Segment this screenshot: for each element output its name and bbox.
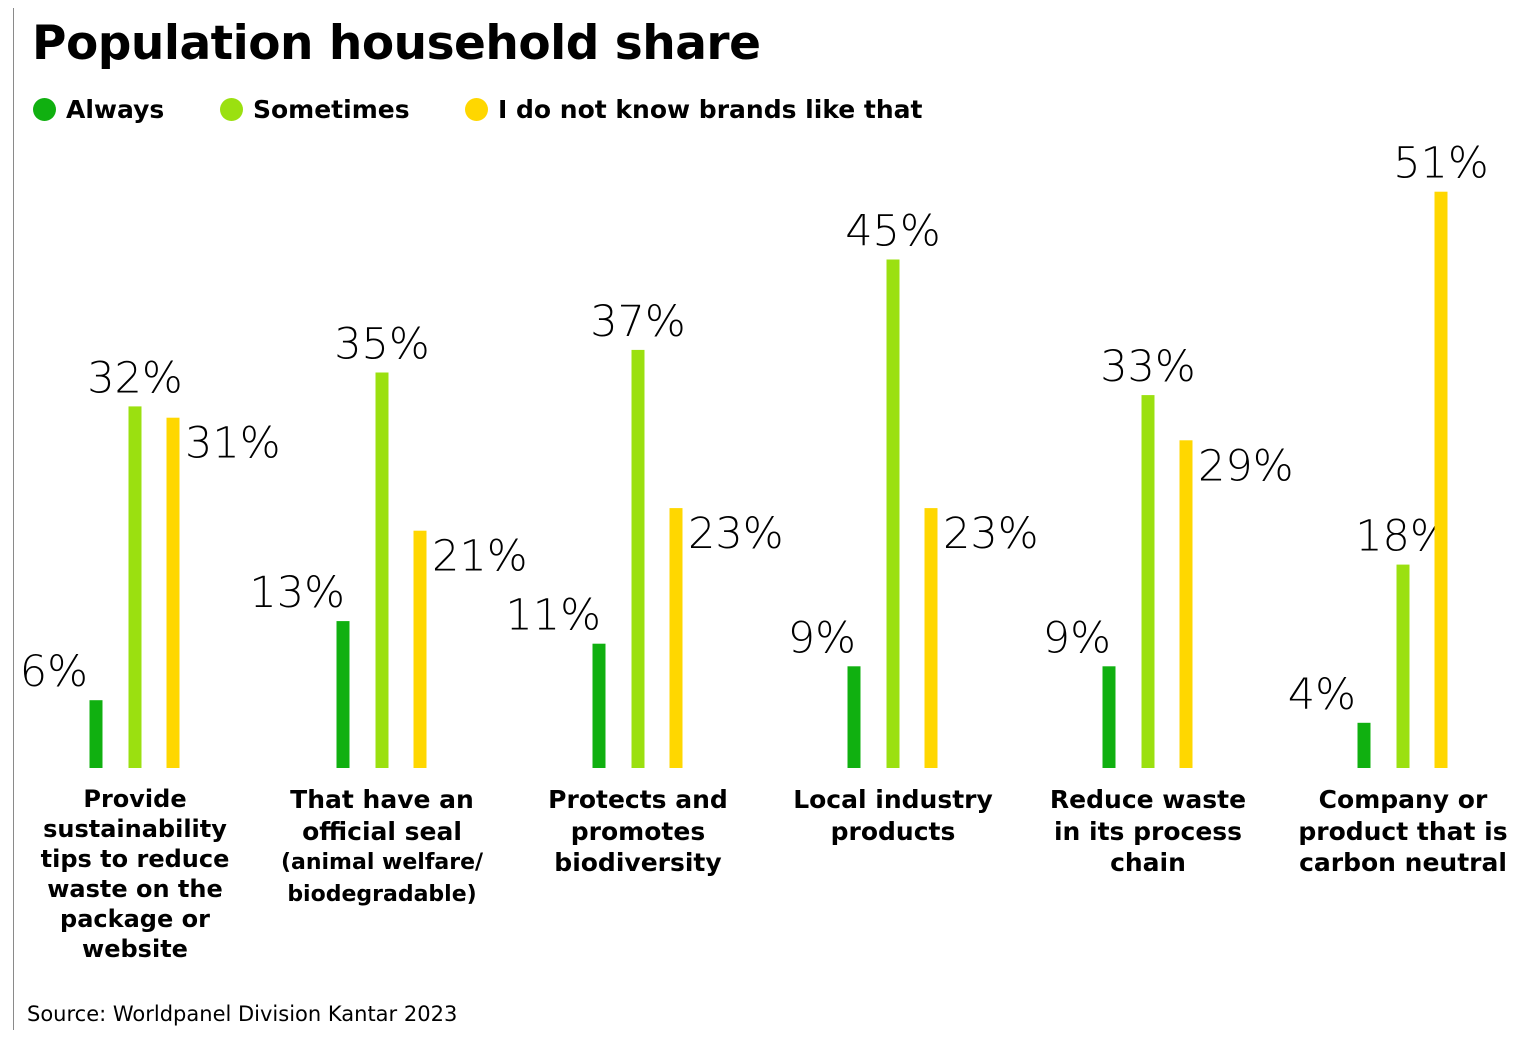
category-label-subline: (animal welfare/ [280, 850, 484, 875]
value-label-always-carbon-neutral: 4% [1288, 670, 1356, 720]
bar-sometimes-reduce-waste [1141, 395, 1155, 768]
bar-sometimes-official-seal [375, 372, 389, 768]
category-label-line: sustainability [43, 815, 227, 843]
category-label-provide-tips: Provide sustainability tips to reduce waste… [5, 784, 265, 964]
category-label-biodiversity: Protects and promotes biodiversity [508, 784, 768, 879]
bar-sometimes-provide-tips [128, 406, 142, 768]
category-label-line: promotes [570, 816, 706, 846]
bar-group-local-industry: 9% 45% 23% [788, 207, 1039, 768]
bar-always-biodiversity [592, 643, 606, 768]
value-label-sometimes-official-seal: 35% [334, 320, 430, 370]
value-label-do-not-know-provide-tips: 31% [185, 419, 281, 469]
bar-always-official-seal [336, 621, 350, 768]
value-label-always-biodiversity: 11% [505, 591, 601, 641]
bar-group-reduce-waste: 9% 33%29% [1043, 342, 1294, 768]
legend-item-always: Always [33, 92, 164, 126]
category-label-line: That have an [290, 785, 474, 814]
value-label-always-official-seal: 13% [249, 568, 345, 618]
legend-swatch-always [33, 97, 56, 121]
bar-do-not-know-carbon-neutral [1434, 191, 1448, 768]
category-label-line: official seal [302, 816, 462, 846]
value-label-do-not-know-biodiversity: 23% [688, 509, 784, 559]
bar-always-local-industry [847, 666, 861, 768]
bar-do-not-know-reduce-waste [1179, 440, 1193, 768]
category-label-official-seal: That have an official seal (animal welfare… [252, 784, 512, 911]
category-label-reduce-waste: Reduce waste in its process chain [1018, 784, 1278, 879]
category-label-line: tips to reduce [40, 845, 230, 873]
value-label-always-local-industry: 9% [788, 613, 856, 663]
value-label-do-not-know-reduce-waste: 29% [1198, 441, 1294, 491]
category-label-line: website [82, 935, 188, 963]
bar-do-not-know-biodiversity [669, 508, 683, 768]
bar-group-official-seal: 13% 35% 21% [249, 320, 528, 768]
bar-sometimes-biodiversity [631, 349, 645, 768]
bar-chart: 6% 32%31% 13% 35% 21% 11% 37% 23% 9% 45% 23% 9% 33%2… [20, 139, 1489, 768]
bar-always-carbon-neutral [1357, 722, 1371, 768]
bar-group-provide-tips: 6% 32%31% [20, 353, 281, 768]
value-label-sometimes-provide-tips: 32% [87, 353, 183, 403]
category-label-line: waste on the [47, 875, 223, 903]
legend-swatch-sometimes [220, 97, 243, 121]
bar-do-not-know-local-industry [924, 508, 938, 768]
category-label-line: product that is [1298, 816, 1508, 846]
legend-label-do-not-know: I do not know brands like that [498, 94, 923, 124]
category-label-line: in its process [1053, 816, 1243, 846]
category-label-line: biodiversity [554, 848, 722, 877]
value-label-sometimes-local-industry: 45% [845, 207, 941, 257]
category-label-line: products [830, 816, 956, 846]
category-label-line: chain [1110, 848, 1186, 877]
category-label-line: Local industry [793, 785, 993, 814]
bar-always-reduce-waste [1102, 666, 1116, 768]
chart-title: Population household share [32, 16, 761, 71]
bar-do-not-know-official-seal [413, 530, 427, 768]
legend-item-do-not-know: I do not know brands like that [465, 92, 923, 126]
category-label-local-industry: Local industry products [763, 784, 1023, 847]
category-label-line: package or [60, 905, 210, 933]
value-label-sometimes-biodiversity: 37% [590, 297, 686, 347]
bar-sometimes-carbon-neutral [1396, 564, 1410, 768]
category-label-line: Company or [1318, 785, 1488, 814]
bar-do-not-know-provide-tips [166, 417, 180, 768]
value-label-always-reduce-waste: 9% [1043, 613, 1111, 663]
bar-group-carbon-neutral: 4%18%51% [1288, 139, 1489, 768]
bar-sometimes-local-industry [886, 259, 900, 768]
value-label-do-not-know-carbon-neutral: 51% [1393, 139, 1489, 189]
category-label-line: carbon neutral [1299, 848, 1507, 877]
legend-swatch-do-not-know [465, 97, 488, 121]
category-label-subline: biodegradable) [287, 881, 477, 907]
category-label-line: Provide [83, 785, 187, 813]
legend-item-sometimes: Sometimes [220, 92, 410, 126]
legend-label-always: Always [66, 94, 165, 124]
bar-group-biodiversity: 11% 37% 23% [505, 297, 784, 768]
value-label-always-provide-tips: 6% [20, 647, 88, 697]
value-label-sometimes-reduce-waste: 33% [1100, 342, 1196, 392]
value-label-do-not-know-official-seal: 21% [432, 532, 528, 582]
bar-always-provide-tips [89, 700, 103, 768]
category-label-carbon-neutral: Company or product that is carbon neutral [1273, 784, 1533, 879]
left-border-line [13, 8, 14, 1030]
category-label-line: Protects and [548, 785, 728, 814]
source-note: Source: Worldpanel Division Kantar 2023 [27, 1002, 458, 1026]
value-label-do-not-know-local-industry: 23% [943, 509, 1039, 559]
category-label-line: Reduce waste [1049, 785, 1247, 814]
legend-label-sometimes: Sometimes [253, 94, 410, 124]
